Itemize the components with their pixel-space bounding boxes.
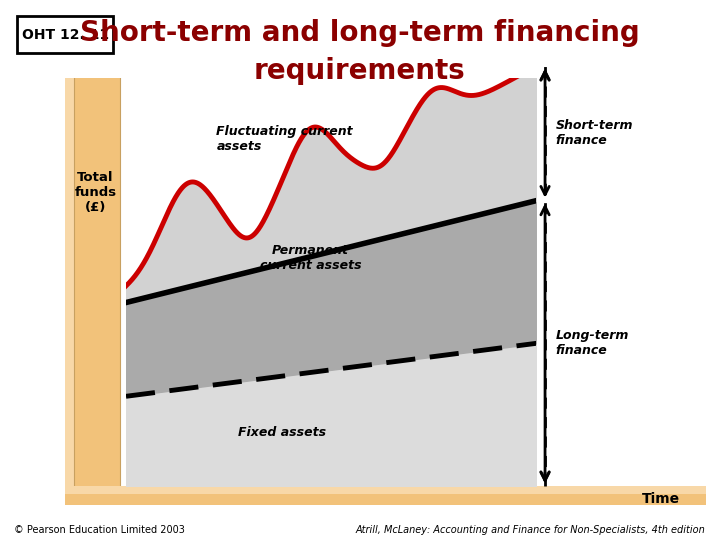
Text: Fixed assets: Fixed assets [238,427,326,440]
Text: Permanent
current assets: Permanent current assets [260,244,361,272]
Text: Short-term and long-term financing: Short-term and long-term financing [80,19,640,47]
Bar [65,494,706,505]
Text: Time: Time [642,492,680,506]
Text: requirements: requirements [254,57,466,85]
Text: Fluctuating current
assets: Fluctuating current assets [216,125,353,153]
Text: Total
funds
(£): Total funds (£) [74,171,117,214]
Bar [74,78,120,486]
Text: Atrill, McLaney: Accounting and Finance for Non-Specialists, 4th edition: Atrill, McLaney: Accounting and Finance … [356,524,706,535]
FancyBboxPatch shape [17,16,113,53]
Bar [65,78,74,486]
Text: Short-term
finance: Short-term finance [556,119,634,147]
Text: © Pearson Education Limited 2003: © Pearson Education Limited 2003 [14,524,185,535]
Text: Long-term
finance: Long-term finance [556,329,629,357]
Bar [65,486,706,494]
Text: OHT 12. 11: OHT 12. 11 [22,28,109,42]
